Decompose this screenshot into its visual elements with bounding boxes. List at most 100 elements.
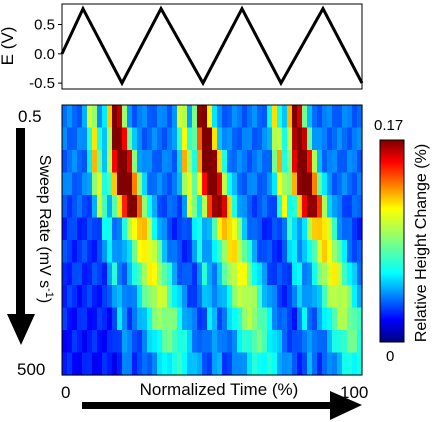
heatmap-cell	[232, 217, 238, 241]
heatmap-cell	[102, 217, 108, 241]
heatmap-cell	[217, 150, 223, 174]
heatmap-cell	[232, 352, 238, 376]
heatmap-cell	[277, 105, 283, 129]
heatmap-cell	[217, 352, 223, 376]
heatmap-cell	[342, 127, 348, 151]
heatmap-cell	[277, 172, 283, 196]
heatmap-cell	[92, 262, 98, 286]
heatmap-cell	[342, 195, 348, 219]
heatmap-x-tick-left: 0	[61, 383, 70, 402]
heatmap-cell	[147, 172, 153, 196]
heatmap-cell	[282, 240, 288, 264]
heatmap-cell	[197, 262, 203, 286]
heatmap-cell	[62, 105, 68, 129]
heatmap-cell	[112, 285, 118, 309]
heatmap-cell	[212, 127, 218, 151]
heatmap-cell	[342, 217, 348, 241]
heatmap-cell	[67, 217, 73, 241]
colorbar: 0.17 0 Relative Height Change (%)	[374, 117, 430, 365]
heatmap-cell	[287, 195, 293, 219]
heatmap-cell	[222, 217, 228, 241]
heatmap-cell	[352, 262, 358, 286]
heatmap-cell	[272, 105, 278, 129]
heatmap-cell	[67, 262, 73, 286]
heatmap-cell	[107, 105, 113, 129]
heatmap-y-tick-top: 0.5	[18, 107, 42, 126]
heatmap-cell	[227, 240, 233, 264]
heatmap-cell	[112, 172, 118, 196]
heatmap-cell	[72, 217, 78, 241]
heatmap-cell	[142, 240, 148, 264]
heatmap-cell	[262, 262, 268, 286]
heatmap-cell	[167, 127, 173, 151]
heatmap-cell	[117, 127, 123, 151]
heatmap-cell	[137, 105, 143, 129]
heatmap-cell	[77, 195, 83, 219]
heatmap-cell	[342, 172, 348, 196]
heatmap-cell	[262, 217, 268, 241]
heatmap-cell	[252, 105, 258, 129]
heatmap-cell	[167, 105, 173, 129]
heatmap-cell	[297, 105, 303, 129]
heatmap-cell	[287, 352, 293, 376]
heatmap-cell	[307, 285, 313, 309]
heatmap-cell	[97, 330, 103, 354]
heatmap-cell	[322, 127, 328, 151]
heatmap-cell	[62, 195, 68, 219]
heatmap-cell	[112, 262, 118, 286]
heatmap-cell	[337, 262, 343, 286]
heatmap-cell	[257, 240, 263, 264]
heatmap-cell	[347, 285, 353, 309]
heatmap-cell	[352, 352, 358, 376]
heatmap-cell	[217, 172, 223, 196]
heatmap-cell	[192, 240, 198, 264]
heatmap-cell	[127, 240, 133, 264]
heatmap-cell	[292, 240, 298, 264]
heatmap-cell	[172, 262, 178, 286]
heatmap-cell	[357, 330, 363, 354]
heatmap-cell	[302, 352, 308, 376]
heatmap-cell	[232, 127, 238, 151]
heatmap-cell	[282, 105, 288, 129]
heatmap-cell	[197, 195, 203, 219]
heatmap-cell	[102, 330, 108, 354]
heatmap-cell	[302, 285, 308, 309]
heatmap-cell	[212, 352, 218, 376]
heatmap-cell	[282, 217, 288, 241]
heatmap-cell	[87, 150, 93, 174]
heatmap-cell	[357, 285, 363, 309]
heatmap-cell	[287, 127, 293, 151]
heatmap-cell	[132, 195, 138, 219]
heatmap-cell	[137, 330, 143, 354]
heatmap-cell	[297, 240, 303, 264]
heatmap-cell	[252, 127, 258, 151]
heatmap-cell	[152, 105, 158, 129]
heatmap-cell	[207, 330, 213, 354]
heatmap-cell	[132, 217, 138, 241]
heatmap-cell	[207, 262, 213, 286]
heatmap-cell	[247, 307, 253, 331]
heatmap-cell	[332, 352, 338, 376]
heatmap-cell	[157, 105, 163, 129]
potential-y-ticks: 0.5 0.0 -0.5	[29, 17, 62, 92]
heatmap-cell	[67, 105, 73, 129]
heatmap-cell	[182, 195, 188, 219]
heatmap-cell	[342, 307, 348, 331]
heatmap-cell	[202, 105, 208, 129]
heatmap-cell	[347, 330, 353, 354]
heatmap-cell	[197, 105, 203, 129]
heatmap-cell	[92, 127, 98, 151]
heatmap-cell	[222, 127, 228, 151]
heatmap-cell	[332, 195, 338, 219]
heatmap-cell	[302, 150, 308, 174]
heatmap-cell	[242, 307, 248, 331]
heatmap-cell	[162, 217, 168, 241]
heatmap-cell	[202, 352, 208, 376]
heatmap-cell	[97, 150, 103, 174]
heatmap-cell	[267, 150, 273, 174]
heatmap-cell	[277, 285, 283, 309]
heatmap-cell	[217, 262, 223, 286]
heatmap-cell	[222, 172, 228, 196]
heatmap-cell	[182, 105, 188, 129]
heatmap-cell	[327, 150, 333, 174]
